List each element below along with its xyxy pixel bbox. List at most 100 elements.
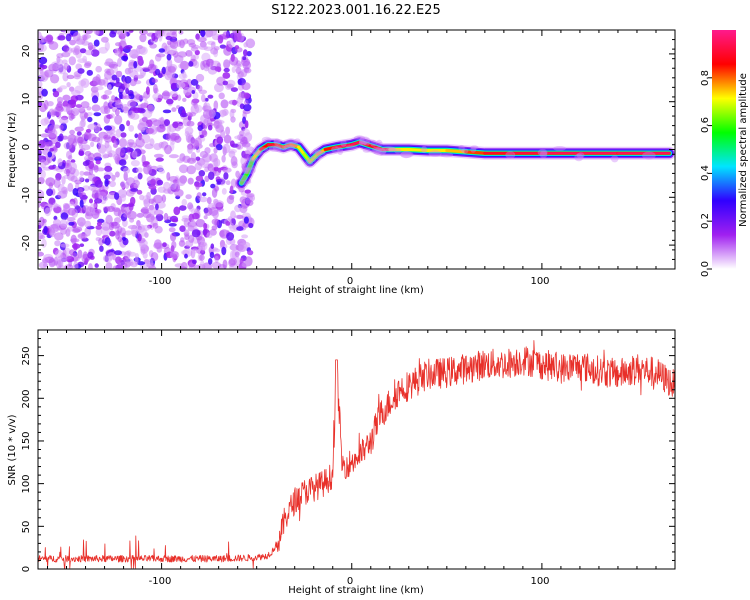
noise-speckle xyxy=(136,46,146,55)
noise-speckle xyxy=(218,92,225,100)
noise-speckle xyxy=(120,205,125,210)
noise-speckle xyxy=(154,30,164,38)
noise-speckle xyxy=(183,86,192,96)
noise-speckle xyxy=(147,164,153,174)
spectrogram-xtick-1: -100 xyxy=(149,276,172,287)
noise-speckle xyxy=(105,262,113,269)
noise-speckle xyxy=(73,261,79,269)
noise-speckle xyxy=(119,138,127,148)
noise-speckle xyxy=(223,61,231,68)
noise-speckle xyxy=(115,230,120,240)
noise-speckle xyxy=(145,86,150,95)
noise-speckle xyxy=(84,49,94,56)
noise-speckle xyxy=(205,97,209,102)
noise-speckle xyxy=(114,250,122,256)
noise-speckle xyxy=(182,71,187,79)
noise-speckle xyxy=(162,90,170,100)
noise-speckle xyxy=(136,189,143,195)
noise-speckle xyxy=(80,118,86,128)
ridge-halo xyxy=(576,152,585,159)
noise-speckle xyxy=(38,261,48,269)
noise-speckle xyxy=(100,94,110,100)
noise-speckle xyxy=(57,255,68,263)
ridge-halo xyxy=(310,155,323,160)
ridge-halo xyxy=(421,145,428,154)
noise-speckle xyxy=(169,251,180,259)
spectrogram-ytick-5: 20 xyxy=(21,45,32,58)
noise-speckle xyxy=(168,154,179,159)
noise-speckle xyxy=(88,263,93,269)
noise-speckle xyxy=(195,219,206,228)
noise-speckle xyxy=(146,191,152,200)
noise-speckle xyxy=(120,180,126,189)
noise-speckle xyxy=(214,66,221,72)
noise-speckle xyxy=(178,63,187,69)
noise-speckle xyxy=(44,116,50,125)
noise-speckle xyxy=(71,110,79,115)
noise-speckle xyxy=(168,223,177,227)
noise-speckle xyxy=(222,72,231,79)
noise-speckle xyxy=(91,104,101,112)
noise-speckle xyxy=(233,32,242,42)
noise-speckle xyxy=(97,191,107,200)
noise-speckle xyxy=(106,130,113,136)
colorbar-tick-4: 0.6 xyxy=(700,117,711,133)
noise-speckle xyxy=(172,179,178,184)
noise-speckle xyxy=(147,104,155,114)
noise-speckle xyxy=(49,147,54,152)
ridge-halo xyxy=(358,137,365,145)
noise-speckle xyxy=(54,240,61,247)
noise-speckle xyxy=(98,46,108,54)
noise-speckle xyxy=(135,94,145,100)
noise-speckle xyxy=(133,183,140,189)
noise-speckle xyxy=(83,171,91,176)
noise-speckle xyxy=(57,96,63,104)
noise-speckle xyxy=(130,261,138,268)
noise-speckle xyxy=(57,35,66,41)
noise-speckle xyxy=(118,258,127,263)
noise-speckle xyxy=(126,203,135,208)
noise-speckle xyxy=(230,87,238,92)
noise-speckle xyxy=(118,91,123,100)
noise-speckle xyxy=(52,90,60,98)
noise-speckle xyxy=(227,216,233,222)
noise-speckle xyxy=(223,172,229,180)
noise-speckle xyxy=(76,131,82,136)
noise-speckle xyxy=(38,202,41,208)
noise-speckle xyxy=(220,99,229,109)
noise-speckle xyxy=(86,69,94,76)
noise-speckle xyxy=(243,49,248,57)
noise-speckle xyxy=(185,50,193,57)
noise-speckle xyxy=(197,125,204,131)
noise-speckle xyxy=(95,225,102,230)
ridge-halo xyxy=(340,140,347,147)
noise-speckle xyxy=(91,95,99,104)
noise-speckle xyxy=(195,175,204,182)
ridge-halo xyxy=(376,139,383,148)
noise-speckle xyxy=(78,188,84,198)
noise-speckle xyxy=(69,249,75,256)
noise-speckle xyxy=(231,161,238,169)
noise-speckle xyxy=(63,203,71,214)
noise-speckle xyxy=(68,221,75,226)
noise-speckle xyxy=(169,40,179,49)
noise-speckle xyxy=(67,134,74,144)
noise-speckle xyxy=(202,125,207,130)
colorbar-ticks xyxy=(708,77,712,270)
noise-speckle xyxy=(139,33,147,43)
noise-speckle xyxy=(62,94,71,102)
noise-speckle xyxy=(198,196,208,203)
noise-speckle xyxy=(158,48,165,53)
noise-speckle xyxy=(114,192,120,200)
spectrogram-xlabel: Height of straight line (km) xyxy=(288,285,424,296)
snr-xlabel: Height of straight line (km) xyxy=(288,585,424,596)
spectrogram-panel: -100 0 100 -20 -10 0 10 20 Height of str… xyxy=(7,29,676,296)
noise-speckle xyxy=(228,99,239,105)
noise-speckle xyxy=(205,58,214,68)
noise-speckle xyxy=(149,206,156,217)
noise-speckle xyxy=(213,157,218,168)
noise-speckle xyxy=(71,243,81,249)
noise-speckle xyxy=(83,30,93,35)
noise-speckle xyxy=(182,97,187,102)
noise-speckle xyxy=(40,169,46,179)
